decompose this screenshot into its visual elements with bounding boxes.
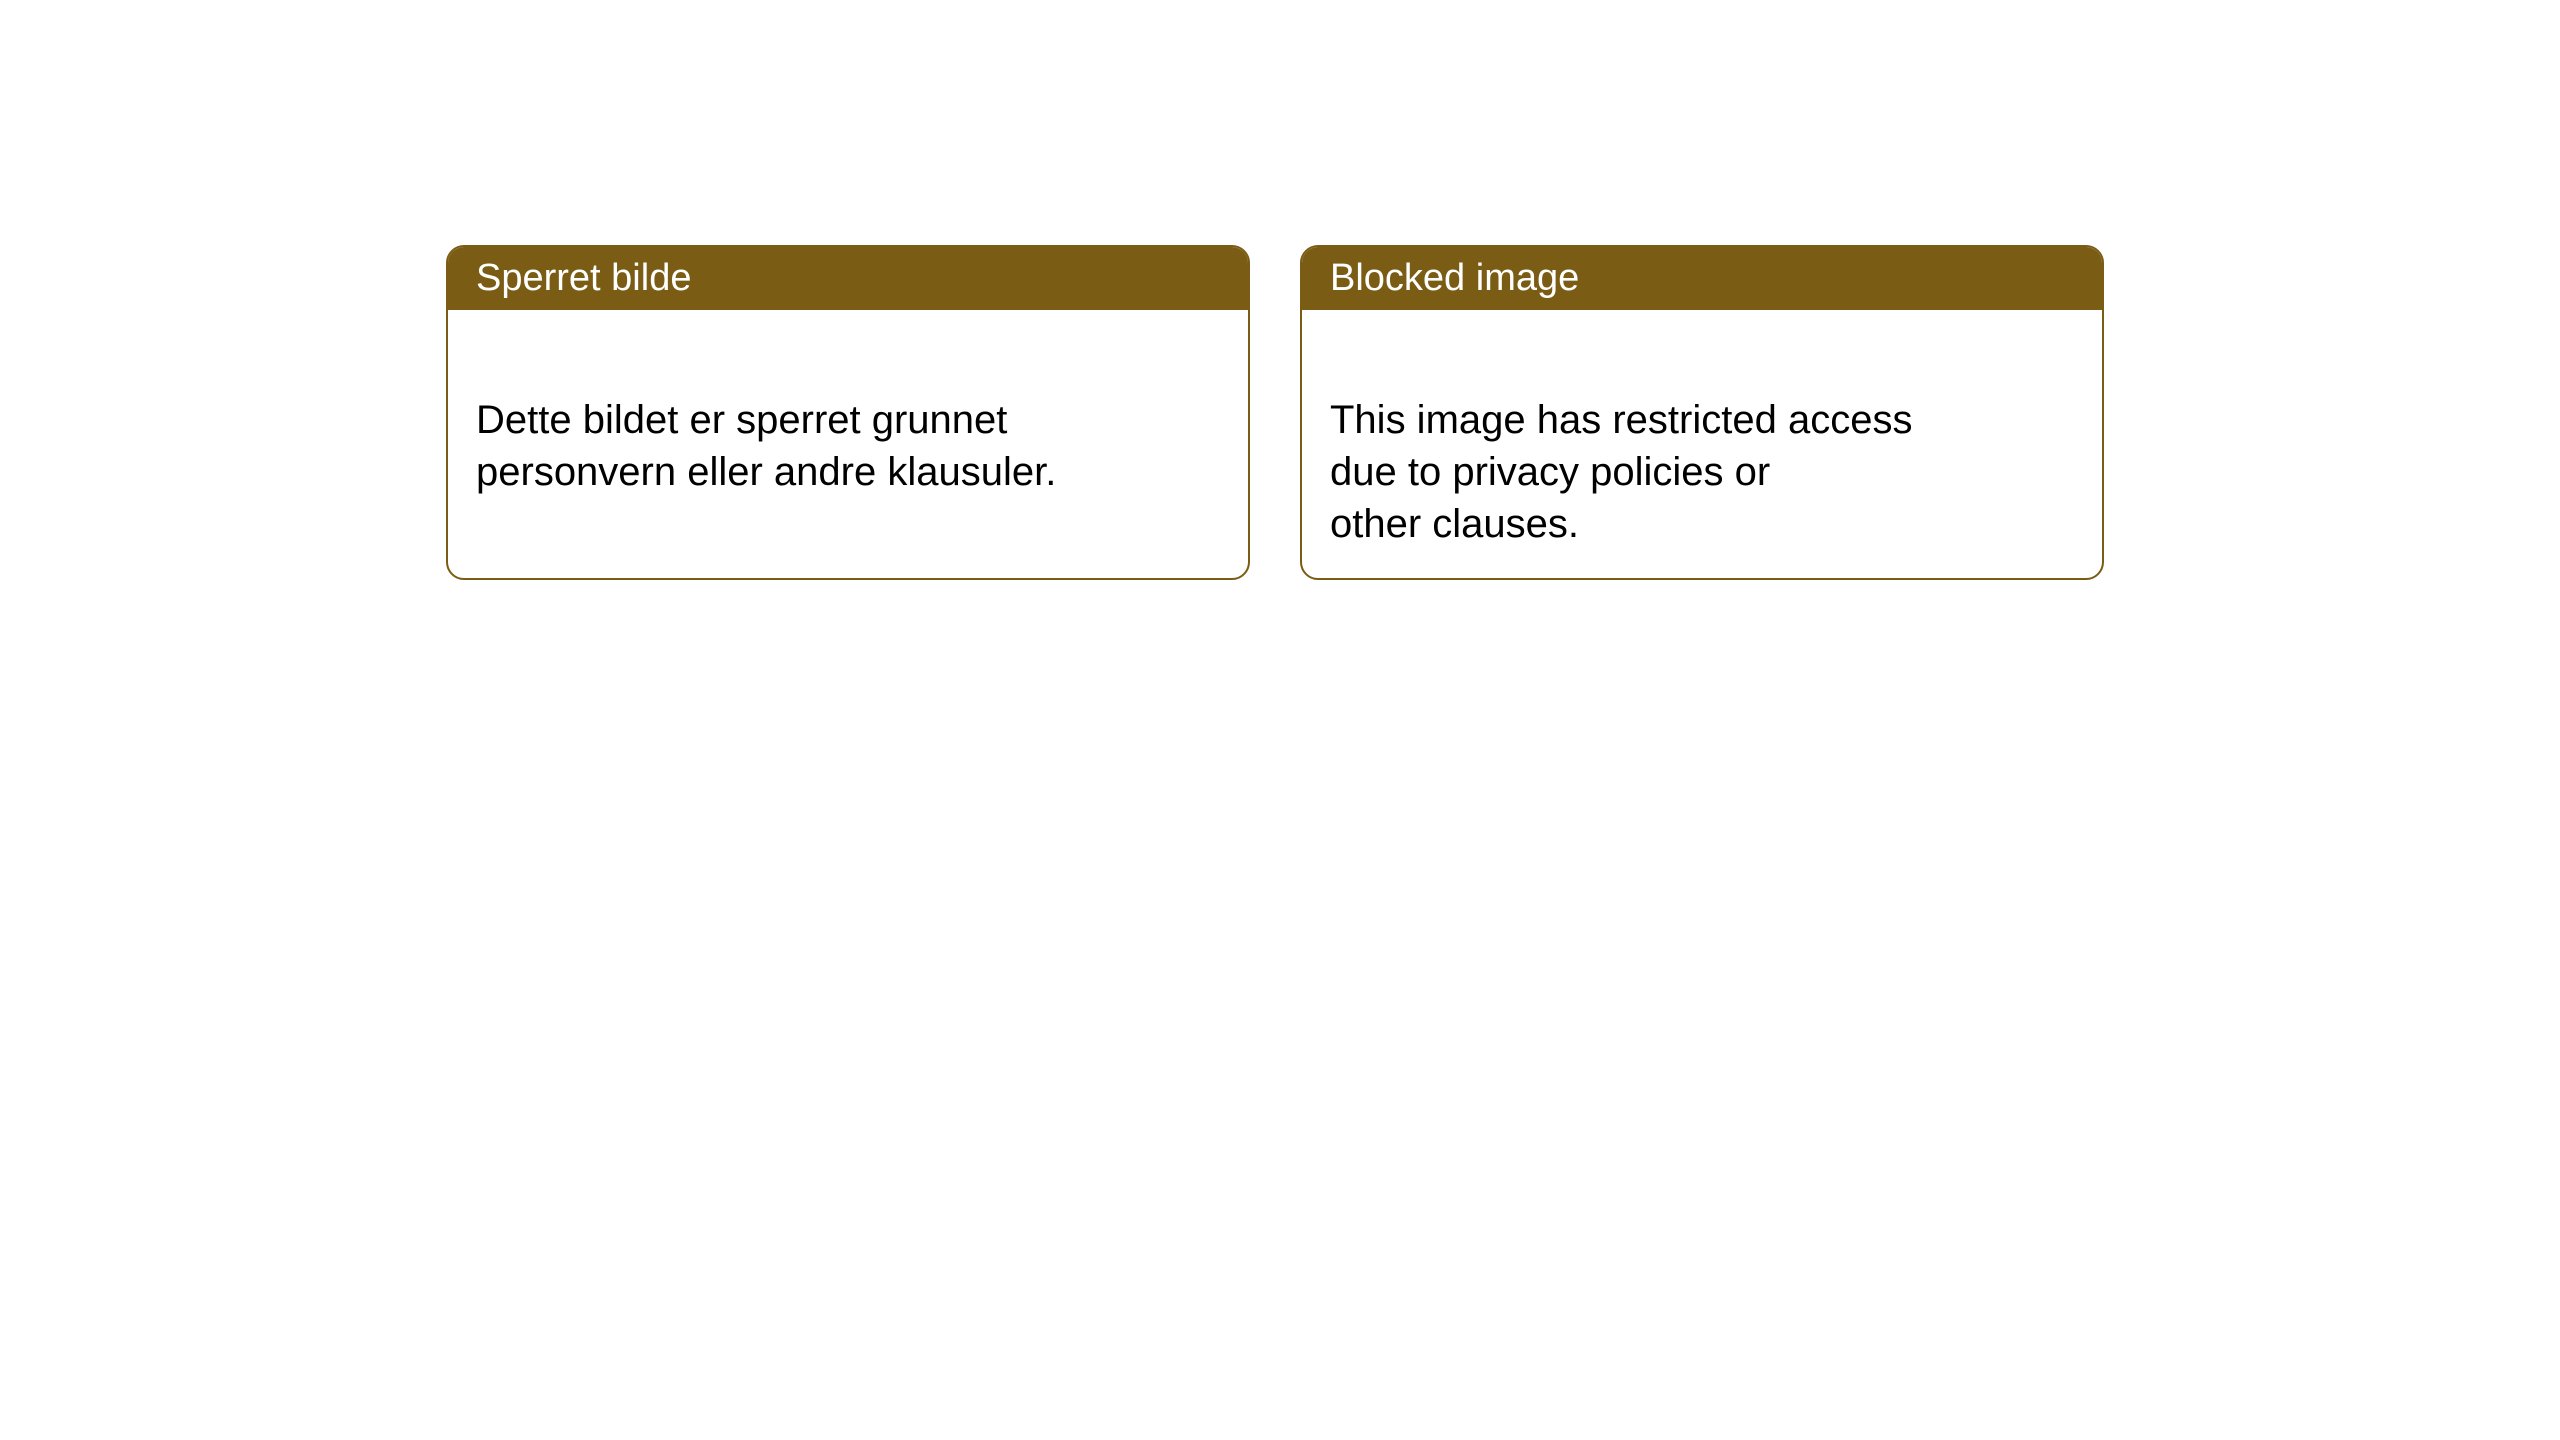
notice-body-text: Dette bildet er sperret grunnet personve…	[476, 398, 1056, 494]
notices-container: Sperret bilde Dette bildet er sperret gr…	[0, 0, 2560, 580]
notice-card-english: Blocked image This image has restricted …	[1300, 245, 2104, 580]
notice-title: Sperret bilde	[476, 257, 691, 299]
notice-card-norwegian: Sperret bilde Dette bildet er sperret gr…	[446, 245, 1250, 580]
notice-body-text: This image has restricted access due to …	[1330, 398, 1912, 546]
notice-header-norwegian: Sperret bilde	[448, 247, 1248, 310]
notice-body-norwegian: Dette bildet er sperret grunnet personve…	[448, 310, 1248, 530]
notice-title: Blocked image	[1330, 257, 1579, 299]
notice-header-english: Blocked image	[1302, 247, 2102, 310]
notice-body-english: This image has restricted access due to …	[1302, 310, 2102, 580]
